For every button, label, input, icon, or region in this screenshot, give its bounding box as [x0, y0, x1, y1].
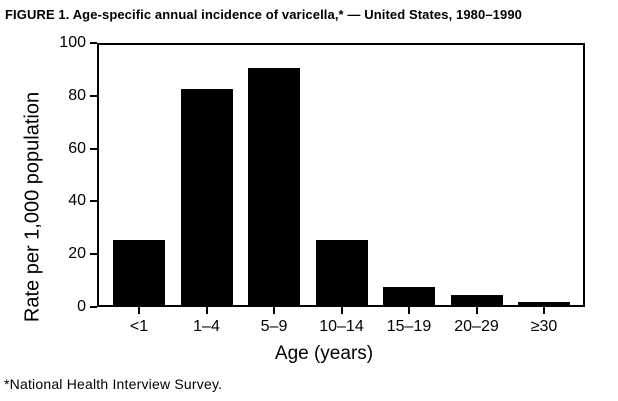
bar: [248, 68, 300, 305]
y-tick-label: 40: [68, 192, 86, 210]
x-tick-label: <1: [129, 318, 149, 335]
plot-area: [97, 43, 585, 307]
y-tick-label: 0: [77, 298, 86, 315]
x-axis-title: Age (years): [274, 343, 374, 364]
x-tick-mark: [543, 307, 545, 314]
bar: [450, 295, 503, 305]
x-tick-label: 15–19: [386, 318, 432, 335]
y-tick-label: 80: [68, 86, 86, 104]
y-tick-label: 20: [68, 245, 86, 263]
x-tick-mark: [408, 307, 410, 314]
x-tick-mark: [205, 307, 208, 314]
y-tick-mark: [90, 306, 97, 308]
y-tick-mark: [90, 94, 97, 97]
x-tick-label: 10–14: [319, 318, 364, 335]
x-tick-label: 1–4: [193, 318, 220, 335]
figure-title: FIGURE 1. Age-specific annual incidence …: [5, 7, 522, 22]
y-tick-mark: [90, 147, 97, 150]
y-tick-label: 60: [68, 139, 86, 157]
x-tick-label: 20–29: [454, 318, 499, 335]
bar: [113, 240, 165, 305]
x-tick-label: ≥30: [530, 318, 558, 335]
x-tick-mark: [340, 307, 343, 314]
y-tick-mark: [90, 200, 97, 203]
y-tick-mark: [90, 253, 97, 256]
x-tick-mark: [273, 307, 275, 314]
x-tick-label: 5–9: [260, 318, 288, 335]
chart-footnote: *National Health Interview Survey.: [4, 376, 223, 392]
x-tick-mark: [475, 307, 478, 314]
bar: [518, 302, 570, 305]
x-tick-mark: [138, 307, 140, 314]
bar: [180, 89, 233, 305]
bar: [315, 240, 368, 305]
bar: [383, 287, 435, 305]
y-tick-label: 100: [59, 34, 86, 51]
y-tick-mark: [90, 42, 97, 44]
